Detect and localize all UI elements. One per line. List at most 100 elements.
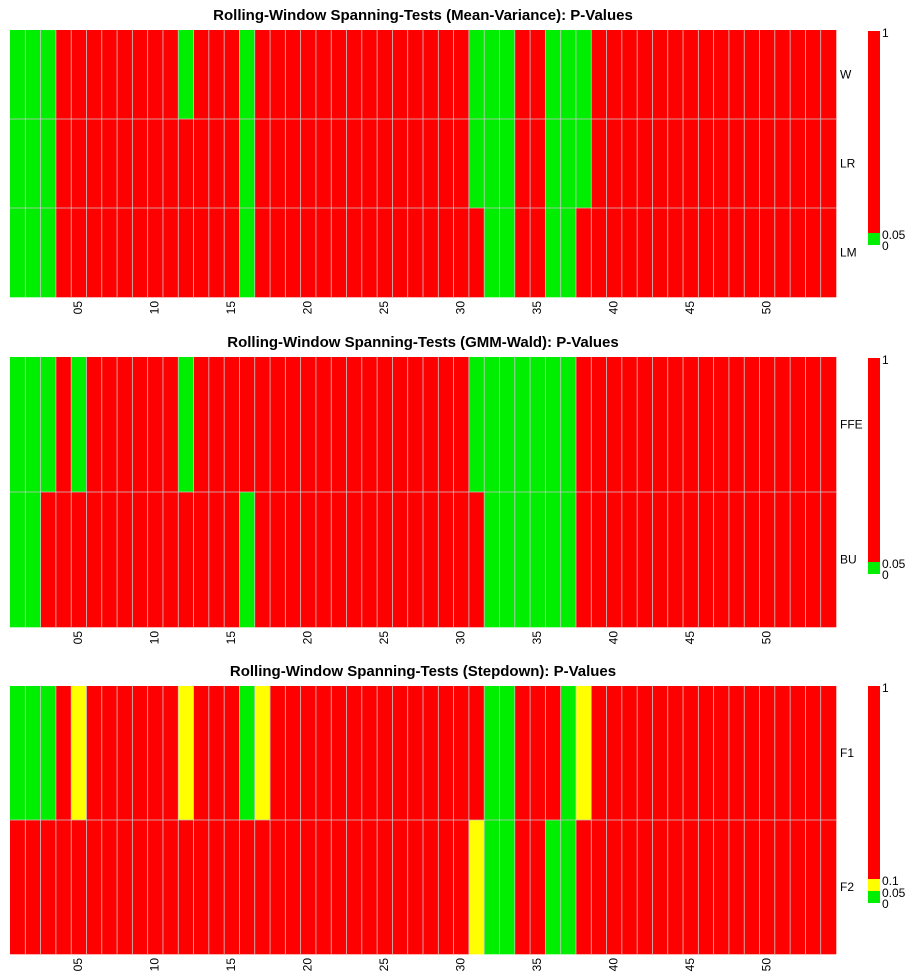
heatmap-cell: [790, 492, 806, 628]
heatmap-cell: [407, 208, 424, 298]
heatmap-cell: [10, 820, 26, 955]
heatmap-cell: [392, 119, 409, 209]
heatmap-cell: [683, 30, 699, 120]
x-tick-label: 35: [530, 631, 544, 645]
heatmap-cell: [25, 30, 41, 120]
heatmap-cell: [499, 119, 516, 209]
heatmap-cell: [820, 820, 837, 955]
x-tick-label: 50: [759, 301, 773, 315]
heatmap-cell: [392, 208, 409, 298]
legend-colorbar: 1 0.050: [868, 26, 906, 253]
heatmap-cell: [759, 357, 776, 493]
heatmap-cell: [10, 686, 26, 821]
heatmap-cell: [484, 208, 500, 298]
heatmap-cell: [774, 820, 791, 955]
heatmap-cell: [315, 357, 332, 493]
heatmap-cell: [545, 492, 561, 628]
legend-band: [868, 562, 880, 574]
heatmap-cell: [361, 30, 378, 120]
heatmap-cell: [790, 208, 806, 298]
heatmap-cell: [147, 357, 164, 493]
heatmap-cell: [86, 492, 103, 628]
row-label: LM: [840, 246, 857, 260]
heatmap-cell: [744, 208, 760, 298]
heatmap-cell: [270, 30, 286, 120]
heatmap-cell: [713, 357, 730, 493]
heatmap-cell: [407, 119, 424, 209]
heatmap-cell: [759, 820, 776, 955]
x-tick-label: 40: [606, 301, 620, 315]
heatmap-cell: [315, 686, 332, 821]
heatmap-cell: [315, 492, 332, 628]
heatmap-cell: [25, 208, 41, 298]
heatmap-cell: [637, 30, 653, 120]
heatmap-cell: [575, 208, 592, 298]
heatmap-cell: [285, 30, 301, 120]
heatmap-cell: [101, 208, 118, 298]
heatmap-cell: [606, 492, 623, 628]
heatmap-cell: [193, 686, 210, 821]
heatmap-cell: [683, 492, 699, 628]
heatmap-cell: [270, 820, 286, 955]
heatmap-cell: [71, 820, 87, 955]
heatmap-cell: [254, 492, 271, 628]
heatmap-cell: [270, 119, 286, 209]
legend-band: [868, 233, 880, 245]
heatmap-cell: [224, 357, 240, 493]
heatmap-cell: [560, 357, 577, 493]
heatmap-cell: [606, 686, 623, 821]
heatmap-cell: [377, 820, 393, 955]
heatmap-cell: [423, 820, 439, 955]
heatmap-cell: [698, 357, 714, 493]
heatmap-cell: [621, 208, 638, 298]
heatmap-cell: [698, 208, 714, 298]
heatmap-cell: [514, 119, 531, 209]
heatmap-cell: [484, 820, 500, 955]
heatmap-cell: [468, 820, 485, 955]
legend-band: [868, 31, 880, 233]
x-tick-label: 05: [71, 301, 85, 315]
heatmap-cell: [545, 686, 561, 821]
heatmap-cell: [713, 30, 730, 120]
heatmap-cell: [86, 30, 103, 120]
heatmap-cell: [530, 686, 546, 821]
heatmap-cell: [361, 686, 378, 821]
heatmap-cell: [468, 30, 485, 120]
heatmap-cell: [698, 30, 714, 120]
legend-tick-label: 0: [882, 568, 889, 582]
heatmap-cell: [560, 119, 577, 209]
heatmap-cell: [438, 820, 454, 955]
heatmap-cell: [346, 119, 363, 209]
heatmap-cell: [300, 820, 317, 955]
heatmap-cell: [774, 686, 791, 821]
heatmap-cell: [407, 30, 424, 120]
heatmap-cell: [530, 492, 546, 628]
heatmap-cell: [790, 686, 806, 821]
heatmap-cell: [407, 492, 424, 628]
legend-band: [868, 891, 880, 903]
heatmap-cell: [132, 492, 148, 628]
heatmap-cell: [667, 820, 684, 955]
heatmap-cell: [637, 208, 653, 298]
row-label: FFE: [840, 418, 863, 432]
heatmap-cell: [499, 357, 516, 493]
heatmap-cell: [652, 820, 669, 955]
heatmap-cell: [728, 208, 745, 298]
heatmap-cell: [254, 820, 271, 955]
heatmap-cell: [530, 30, 546, 120]
x-tick-label: 35: [530, 958, 544, 972]
heatmap-cell: [667, 208, 684, 298]
x-tick-label: 10: [147, 958, 161, 972]
heatmap-cell: [86, 357, 103, 493]
heatmap-cell: [270, 208, 286, 298]
heatmap-cell: [224, 820, 240, 955]
heatmap-cell: [361, 820, 378, 955]
heatmap-cell: [10, 492, 26, 628]
row-label: F1: [840, 746, 854, 760]
heatmap-cell: [117, 492, 133, 628]
heatmap-cell: [499, 686, 516, 821]
heatmap-cell: [637, 492, 653, 628]
legend-colorbar: 1 0.10.050: [868, 681, 906, 911]
heatmap-cell: [224, 208, 240, 298]
heatmap-cell: [438, 357, 454, 493]
